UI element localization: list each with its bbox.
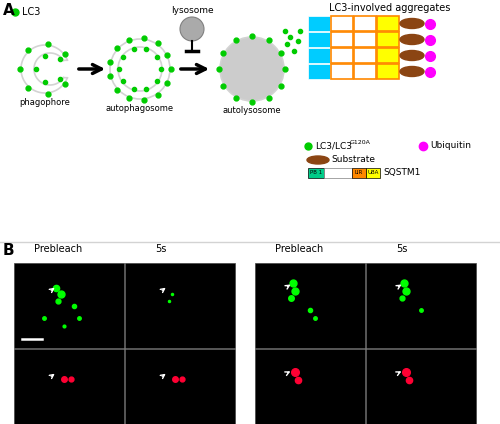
Text: phagophore: phagophore	[20, 98, 70, 107]
Bar	[324, 168, 352, 178]
Bar	[377, 48, 399, 63]
Bar	[354, 32, 376, 47]
Bar	[377, 64, 399, 79]
Text: Substrate: Substrate	[331, 156, 375, 165]
Bar	[331, 32, 353, 47]
Text: A: A	[3, 3, 15, 18]
Ellipse shape	[400, 50, 424, 61]
Ellipse shape	[400, 67, 424, 76]
Bar	[331, 48, 353, 63]
Text: LC3-involved aggregates: LC3-involved aggregates	[330, 3, 450, 13]
Bar	[125, 263, 235, 348]
Bar	[255, 349, 365, 424]
Bar	[354, 64, 376, 79]
Text: B: B	[3, 243, 14, 258]
Bar	[125, 349, 235, 424]
Bar	[352, 168, 366, 178]
Text: LIR: LIR	[355, 170, 363, 176]
Text: Prebleach: Prebleach	[275, 244, 323, 254]
Bar	[308, 168, 324, 178]
Ellipse shape	[307, 156, 329, 164]
Bar	[366, 168, 380, 178]
Text: autophagosome: autophagosome	[106, 104, 174, 113]
Text: G120A: G120A	[350, 139, 371, 145]
Bar	[308, 16, 330, 31]
Bar	[366, 263, 476, 348]
Ellipse shape	[400, 34, 424, 45]
Text: Ubiquitin: Ubiquitin	[430, 142, 471, 151]
Bar	[377, 16, 399, 31]
Text: LC3/LC3: LC3/LC3	[315, 142, 352, 151]
Circle shape	[180, 17, 204, 41]
Text: LC3: LC3	[22, 7, 40, 17]
Bar	[354, 16, 376, 31]
Bar	[255, 263, 365, 348]
Bar	[308, 32, 330, 47]
Text: 5s: 5s	[155, 244, 166, 254]
Text: lysosome: lysosome	[170, 6, 214, 15]
Text: autolysosome: autolysosome	[222, 106, 282, 115]
Bar	[14, 349, 124, 424]
Bar	[331, 64, 353, 79]
Circle shape	[220, 37, 284, 101]
Ellipse shape	[400, 19, 424, 28]
Bar	[331, 16, 353, 31]
Bar	[377, 32, 399, 47]
Bar	[308, 64, 330, 79]
Bar	[366, 349, 476, 424]
Text: UBA: UBA	[368, 170, 378, 176]
Text: 5s: 5s	[396, 244, 407, 254]
Text: SQSTM1: SQSTM1	[383, 168, 420, 178]
Text: PB 1: PB 1	[310, 170, 322, 176]
Bar	[14, 263, 124, 348]
Bar	[354, 48, 376, 63]
Bar	[308, 48, 330, 63]
Text: Prebleach: Prebleach	[34, 244, 82, 254]
